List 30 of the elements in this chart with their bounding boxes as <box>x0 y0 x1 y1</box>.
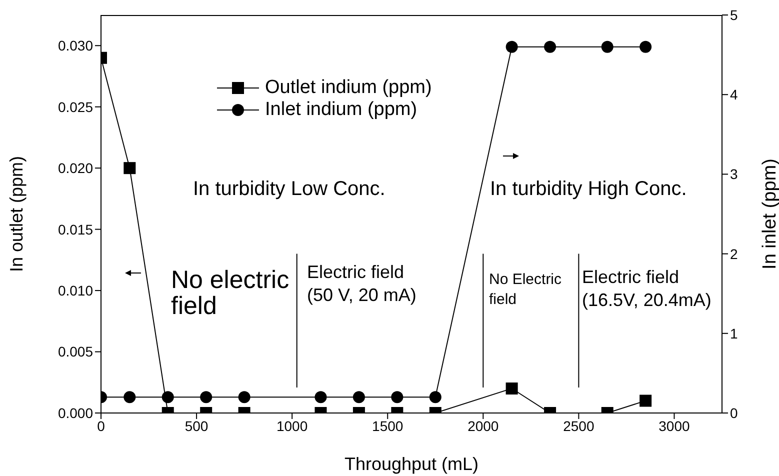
y2-tick-label: 2 <box>730 246 738 262</box>
y-axis-title: In outlet (ppm) <box>6 156 26 272</box>
annotation: Electric field (16.5V, 20.4mA) <box>582 266 712 311</box>
annotation: No electric field <box>171 266 290 320</box>
x-tick-label: 1000 <box>276 418 308 434</box>
x-tick-label: 2500 <box>563 418 594 434</box>
legend-label: Outlet indium (ppm) <box>265 77 432 99</box>
y2-tick-label: 4 <box>730 86 738 103</box>
y-tick-label: 0.000 <box>58 404 94 421</box>
x-tick-label: 1500 <box>372 418 404 434</box>
y-tick-label: 0.025 <box>58 98 94 115</box>
y-tick-label: 0.005 <box>58 344 94 360</box>
y-tick-label: 0.020 <box>58 160 94 176</box>
annotation: No Electric field <box>489 270 562 309</box>
x-tick-label: 2000 <box>468 418 499 434</box>
y2-tick-label: 5 <box>730 6 738 23</box>
y-tick-label: 0.010 <box>58 282 94 299</box>
annotation: In turbidity High Conc. <box>490 178 687 200</box>
legend-label: Inlet indium (ppm) <box>265 99 418 121</box>
x-tick-label: 500 <box>184 418 208 434</box>
annotation: In turbidity Low Conc. <box>193 178 386 200</box>
x-axis-title: Throughput (mL) <box>344 454 479 474</box>
y2-tick-label: 3 <box>730 166 738 182</box>
x-tick-label: 3000 <box>658 418 690 434</box>
x-tick-label: 0 <box>97 418 106 434</box>
y2-tick-label: 1 <box>730 325 738 342</box>
annotation: Electric field (50 V, 20 mA) <box>307 261 416 306</box>
y2-tick-label: 0 <box>730 404 738 421</box>
y-tick-label: 0.015 <box>58 221 94 238</box>
y-tick-label: 0.030 <box>58 38 94 54</box>
